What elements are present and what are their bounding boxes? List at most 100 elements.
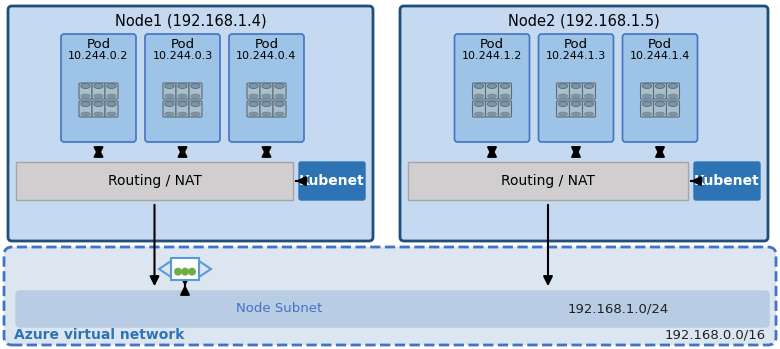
Ellipse shape [500,94,509,98]
Ellipse shape [107,94,116,98]
Ellipse shape [668,94,678,98]
Ellipse shape [584,94,594,98]
FancyBboxPatch shape [556,101,569,117]
FancyBboxPatch shape [473,101,485,117]
FancyBboxPatch shape [260,101,273,117]
FancyBboxPatch shape [145,34,220,142]
Ellipse shape [558,94,568,98]
Ellipse shape [275,112,284,116]
Ellipse shape [249,83,258,89]
FancyBboxPatch shape [583,83,595,99]
FancyBboxPatch shape [473,83,485,99]
Text: Pod: Pod [480,38,504,52]
FancyBboxPatch shape [569,101,583,117]
Ellipse shape [107,102,116,106]
Ellipse shape [500,83,509,89]
Ellipse shape [249,102,258,106]
Ellipse shape [94,102,103,106]
Ellipse shape [275,94,284,98]
Text: 192.168.1.0/24: 192.168.1.0/24 [568,303,669,315]
FancyBboxPatch shape [654,83,666,99]
FancyBboxPatch shape [485,101,498,117]
Ellipse shape [262,102,271,106]
Text: Routing / NAT: Routing / NAT [501,174,595,188]
Ellipse shape [655,94,665,98]
FancyBboxPatch shape [583,101,595,117]
FancyBboxPatch shape [61,34,136,142]
FancyBboxPatch shape [538,34,614,142]
FancyBboxPatch shape [16,291,769,327]
Ellipse shape [655,83,665,89]
FancyBboxPatch shape [247,83,260,99]
Circle shape [174,268,182,276]
FancyBboxPatch shape [92,83,105,99]
Ellipse shape [178,102,187,106]
Ellipse shape [94,112,103,116]
Ellipse shape [81,94,90,98]
Ellipse shape [642,112,651,116]
FancyBboxPatch shape [273,101,286,117]
FancyBboxPatch shape [666,83,679,99]
FancyBboxPatch shape [640,83,654,99]
Ellipse shape [191,102,200,106]
FancyBboxPatch shape [8,6,373,241]
Ellipse shape [488,102,497,106]
FancyBboxPatch shape [485,83,498,99]
FancyBboxPatch shape [455,34,530,142]
Ellipse shape [571,102,580,106]
Ellipse shape [474,112,484,116]
Ellipse shape [107,83,116,89]
Ellipse shape [571,83,580,89]
FancyBboxPatch shape [4,247,776,345]
FancyBboxPatch shape [105,83,118,99]
Text: 10.244.1.4: 10.244.1.4 [629,51,690,61]
Text: Node2 (192.168.1.5): Node2 (192.168.1.5) [508,14,660,29]
Ellipse shape [165,112,174,116]
FancyBboxPatch shape [79,83,92,99]
Ellipse shape [165,83,174,89]
Ellipse shape [262,94,271,98]
Ellipse shape [107,112,116,116]
Ellipse shape [500,102,509,106]
Text: Pod: Pod [564,38,588,52]
Ellipse shape [655,102,665,106]
Ellipse shape [668,102,678,106]
FancyBboxPatch shape [666,101,679,117]
FancyBboxPatch shape [273,83,286,99]
Text: Pod: Pod [171,38,194,52]
FancyBboxPatch shape [498,83,512,99]
Ellipse shape [81,102,90,106]
FancyBboxPatch shape [189,101,202,117]
Ellipse shape [584,102,594,106]
FancyBboxPatch shape [176,101,189,117]
Ellipse shape [571,94,580,98]
Ellipse shape [191,94,200,98]
Ellipse shape [191,83,200,89]
Ellipse shape [249,112,258,116]
FancyBboxPatch shape [400,6,768,241]
Ellipse shape [642,94,651,98]
Ellipse shape [558,112,568,116]
Ellipse shape [81,112,90,116]
Ellipse shape [488,112,497,116]
Ellipse shape [584,83,594,89]
FancyBboxPatch shape [569,83,583,99]
Ellipse shape [178,83,187,89]
Text: Kubenet: Kubenet [694,174,760,188]
Ellipse shape [474,83,484,89]
Ellipse shape [178,112,187,116]
Ellipse shape [165,102,174,106]
Ellipse shape [275,83,284,89]
Ellipse shape [94,83,103,89]
FancyBboxPatch shape [79,101,92,117]
Ellipse shape [165,94,174,98]
FancyBboxPatch shape [299,162,365,200]
FancyBboxPatch shape [92,101,105,117]
Bar [408,162,688,200]
Text: 192.168.0.0/16: 192.168.0.0/16 [665,328,766,342]
Ellipse shape [558,102,568,106]
Text: Pod: Pod [87,38,111,52]
Ellipse shape [249,94,258,98]
FancyBboxPatch shape [260,83,273,99]
FancyBboxPatch shape [189,83,202,99]
